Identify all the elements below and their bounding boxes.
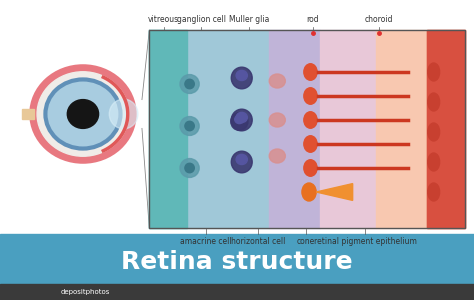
Ellipse shape: [428, 93, 440, 111]
Text: depositphotos: depositphotos: [61, 289, 110, 295]
Ellipse shape: [109, 99, 138, 129]
Ellipse shape: [180, 74, 199, 94]
Text: rod: rod: [307, 15, 319, 24]
Text: retinal pigment epithelium: retinal pigment epithelium: [313, 237, 417, 246]
Ellipse shape: [180, 116, 199, 135]
Ellipse shape: [185, 79, 194, 89]
Ellipse shape: [180, 158, 199, 177]
Text: ganglion cell: ganglion cell: [177, 15, 226, 24]
Ellipse shape: [302, 183, 316, 201]
Bar: [427, 30, 465, 228]
Ellipse shape: [31, 66, 135, 162]
Ellipse shape: [304, 64, 317, 80]
Ellipse shape: [269, 74, 285, 88]
Ellipse shape: [67, 100, 99, 128]
Ellipse shape: [235, 115, 244, 124]
Ellipse shape: [231, 67, 252, 89]
Ellipse shape: [231, 109, 252, 131]
Ellipse shape: [304, 160, 317, 176]
Ellipse shape: [236, 112, 247, 122]
Ellipse shape: [231, 112, 248, 130]
Ellipse shape: [236, 70, 247, 80]
Ellipse shape: [269, 113, 285, 127]
Ellipse shape: [428, 123, 440, 141]
Text: horizontal cell: horizontal cell: [231, 237, 285, 246]
Text: cone: cone: [297, 237, 315, 246]
Text: amacrine cell: amacrine cell: [181, 237, 232, 246]
Bar: [149, 30, 187, 228]
Ellipse shape: [185, 163, 194, 173]
Ellipse shape: [46, 80, 120, 148]
Bar: [187, 30, 269, 228]
Bar: [427, 30, 465, 228]
Ellipse shape: [37, 72, 129, 156]
Bar: [22, 109, 34, 119]
Ellipse shape: [269, 149, 285, 163]
Bar: [149, 30, 465, 228]
Text: Retina structure: Retina structure: [121, 250, 353, 274]
Bar: [0, 284, 474, 300]
Bar: [319, 30, 376, 228]
Polygon shape: [316, 184, 353, 200]
Text: Muller glia: Muller glia: [228, 15, 269, 24]
Ellipse shape: [304, 112, 317, 128]
Bar: [376, 30, 427, 228]
Ellipse shape: [304, 88, 317, 104]
Ellipse shape: [428, 63, 440, 81]
Ellipse shape: [428, 153, 440, 171]
Bar: [269, 30, 319, 228]
Text: vitreous: vitreous: [148, 15, 179, 24]
Bar: [149, 30, 187, 228]
Ellipse shape: [185, 121, 194, 131]
Bar: [0, 234, 474, 300]
Ellipse shape: [428, 183, 440, 201]
Ellipse shape: [304, 136, 317, 152]
Text: choroid: choroid: [365, 15, 393, 24]
Ellipse shape: [236, 154, 247, 164]
Ellipse shape: [231, 151, 252, 173]
